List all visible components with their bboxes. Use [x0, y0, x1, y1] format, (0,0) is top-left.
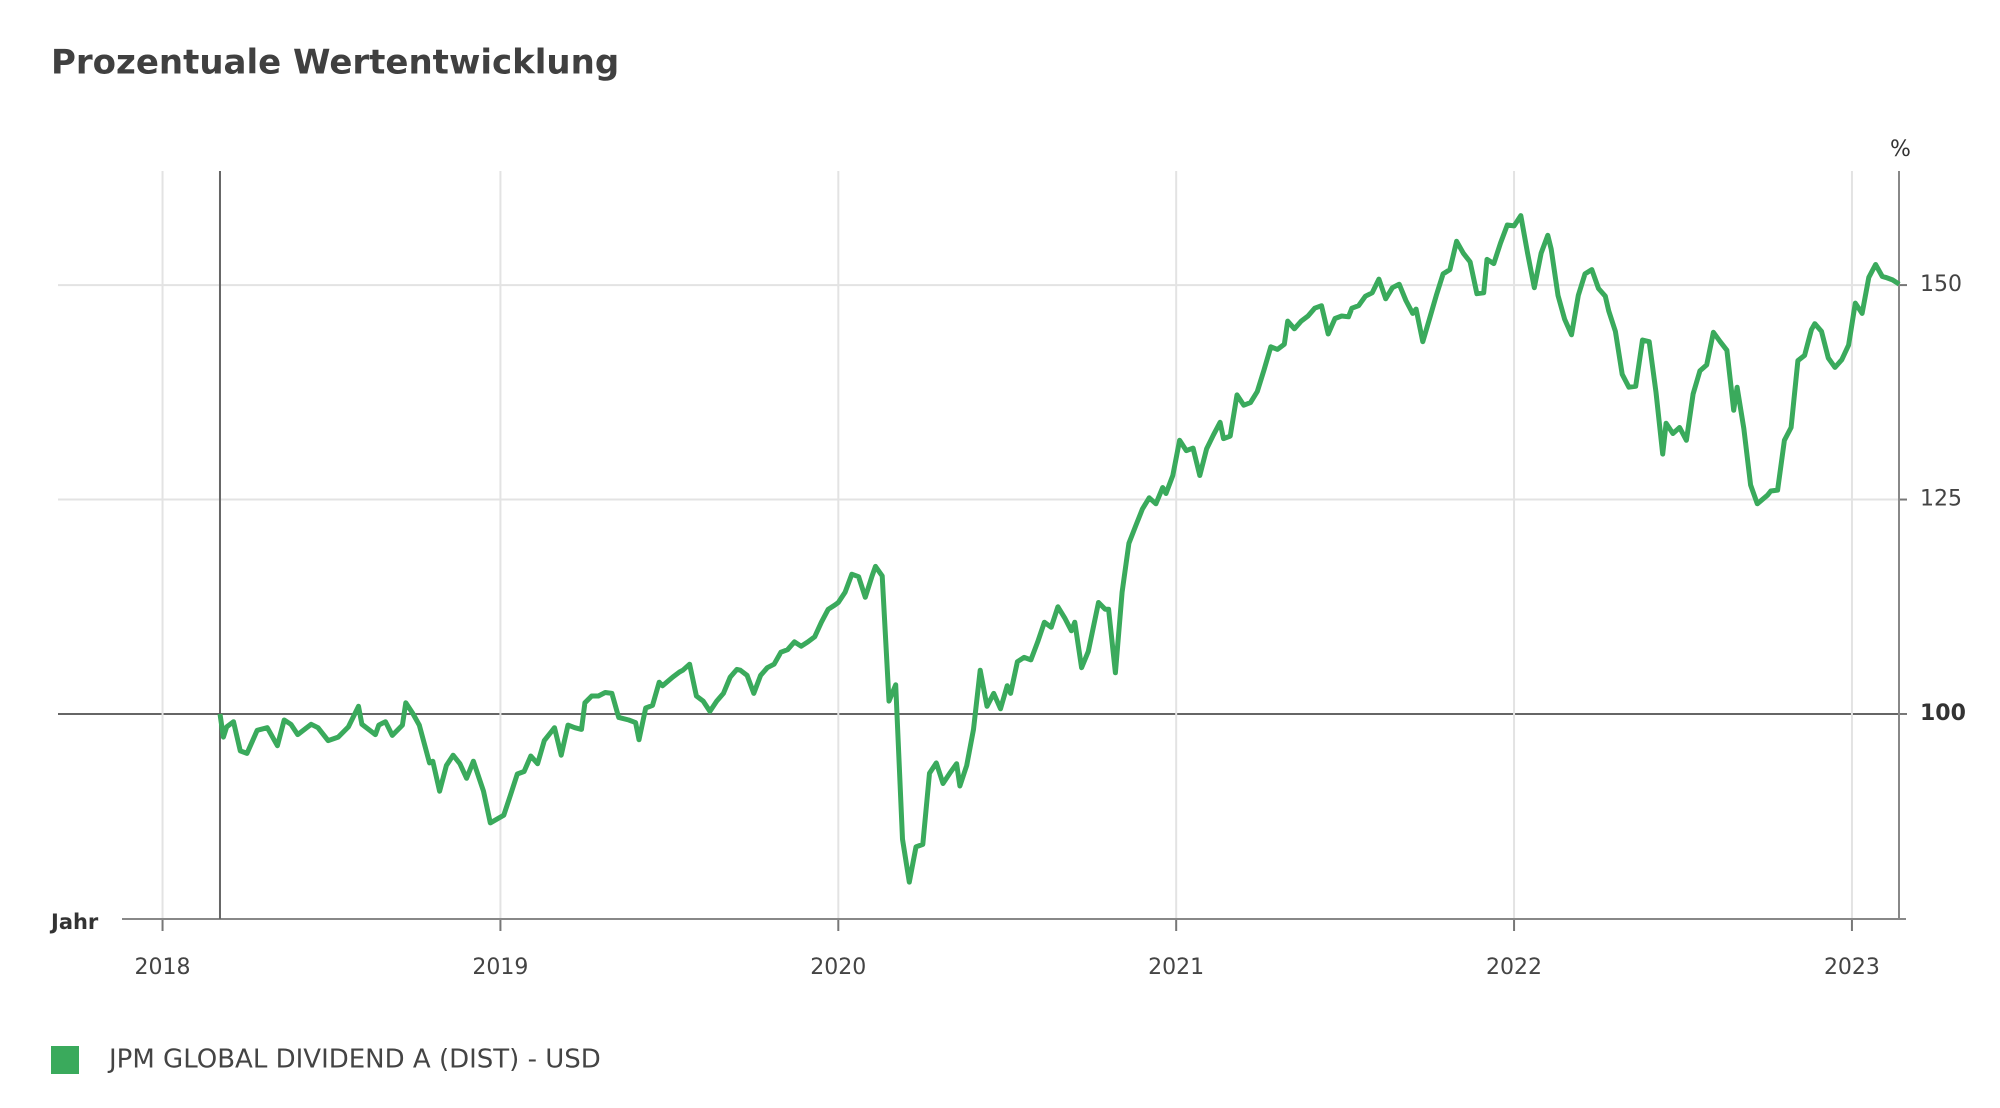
y-axis-label: %: [1890, 137, 1911, 162]
legend-swatch: [51, 1046, 79, 1074]
x-tick-label: 2023: [1824, 955, 1880, 980]
y-tick-label: 150: [1920, 272, 1962, 297]
x-axis-label: Jahr: [49, 910, 99, 934]
y-tick-label: 100: [1920, 701, 1966, 726]
x-tick-label: 2022: [1486, 955, 1542, 980]
chart-title: Prozentuale Wertentwicklung: [51, 43, 619, 83]
y-tick-label: 125: [1920, 487, 1962, 512]
series-line: [217, 213, 1901, 885]
x-tick-label: 2021: [1148, 955, 1204, 980]
legend-label: JPM GLOBAL DIVIDEND A (DIST) - USD: [107, 1045, 601, 1075]
x-tick-label: 2020: [810, 955, 866, 980]
x-tick-label: 2019: [472, 955, 528, 980]
x-tick-label: 2018: [135, 955, 191, 980]
